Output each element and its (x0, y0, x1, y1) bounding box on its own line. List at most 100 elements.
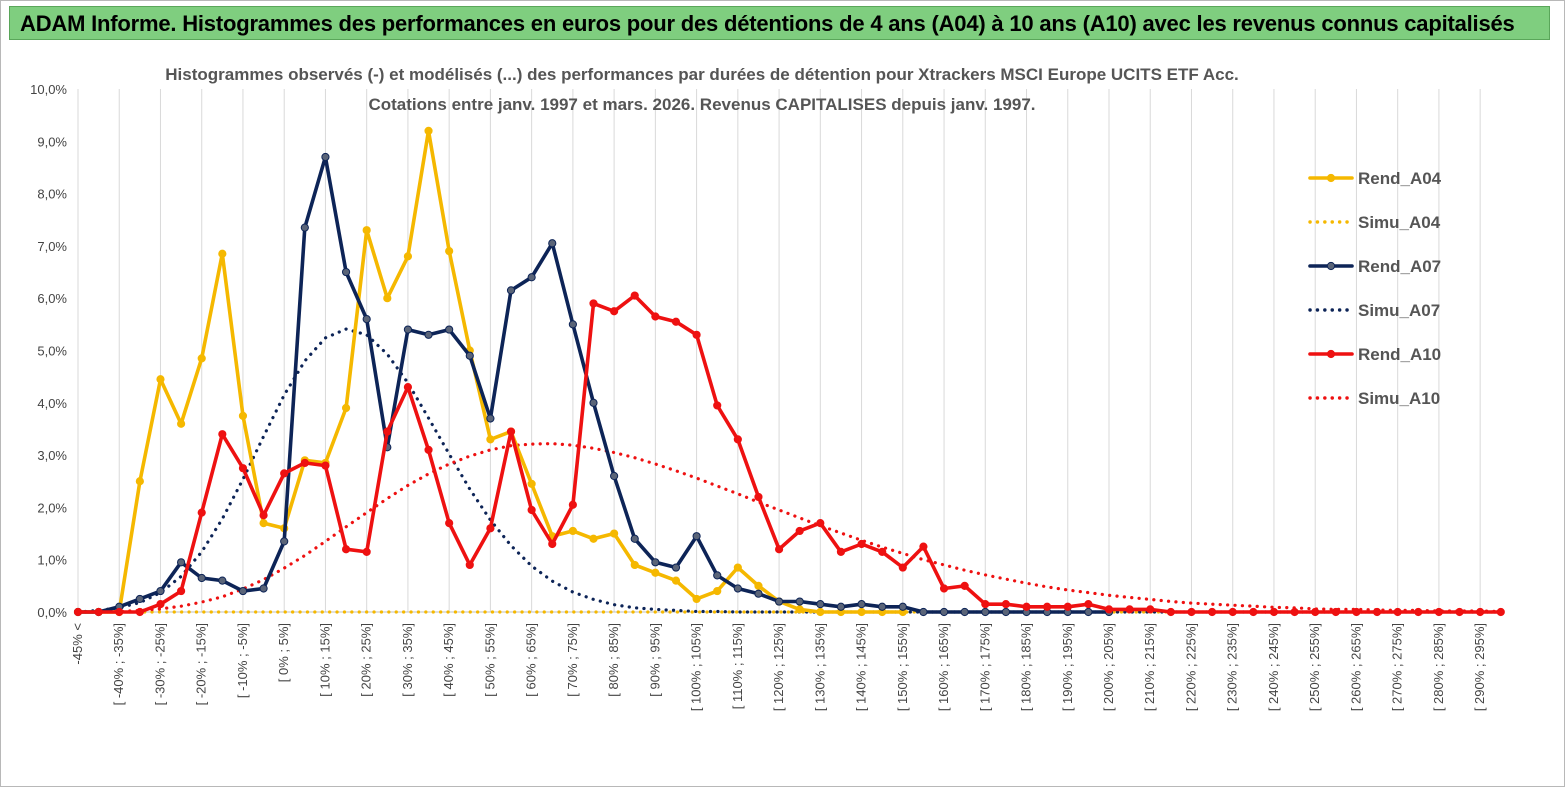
data-point (341, 403, 351, 413)
report-banner: ADAM Informe. Histogrammes des performan… (9, 6, 1550, 40)
x-tick-label: [ -30% ; -25%] (152, 623, 167, 705)
x-tick-label: [ 210% ; 215%] (1142, 623, 1157, 711)
legend-item: Simu_A07 (1308, 301, 1440, 320)
y-tick-label: 8,0% (37, 187, 67, 202)
data-point (795, 597, 804, 606)
data-point (1372, 607, 1382, 617)
data-point (197, 354, 206, 363)
data-point (1311, 607, 1320, 617)
y-tick-label: 10,0% (30, 82, 67, 97)
x-tick-label: [ 270% ; 275%] (1390, 623, 1405, 711)
data-point (321, 461, 330, 470)
data-point (486, 414, 495, 423)
data-point (177, 558, 186, 567)
legend-label: Rend_A10 (1358, 345, 1441, 364)
data-point (1146, 605, 1155, 614)
data-point (610, 471, 619, 481)
data-point (733, 584, 742, 593)
legend-marker (1326, 173, 1336, 183)
data-point (362, 226, 371, 235)
data-point (1208, 607, 1217, 617)
data-point (589, 398, 598, 407)
data-point (300, 223, 309, 232)
data-point (486, 435, 495, 444)
data-point (754, 589, 763, 598)
data-point (1331, 607, 1340, 617)
data-point (589, 534, 598, 543)
data-point (506, 286, 516, 295)
legend-marker (1326, 261, 1336, 271)
data-point (1001, 607, 1011, 617)
data-point (1290, 607, 1299, 617)
data-point (465, 351, 474, 360)
data-point (1166, 607, 1175, 617)
data-point (857, 600, 866, 609)
series-line (76, 442, 1503, 614)
data-point (795, 605, 804, 614)
data-point (156, 600, 165, 609)
x-tick-label: [ 200% ; 205%] (1101, 623, 1116, 711)
data-point (692, 594, 701, 604)
data-point (836, 602, 846, 611)
data-point (733, 435, 742, 444)
data-point (1001, 600, 1011, 609)
x-tick-label: [ -40% ; -35%] (111, 623, 126, 705)
y-tick-label: 5,0% (37, 344, 67, 359)
x-tick-label: -45% < (70, 623, 85, 665)
data-point (177, 419, 186, 428)
chart-title: Histogrammes observés (-) et modélisés (… (165, 65, 1239, 84)
data-point (1249, 607, 1258, 617)
data-point (445, 518, 454, 528)
data-point (981, 607, 990, 617)
data-point (424, 330, 433, 339)
x-tick-label: [ 40% ; 45%] (441, 623, 456, 697)
y-tick-label: 3,0% (37, 448, 67, 463)
data-point (878, 602, 887, 611)
data-point (651, 558, 660, 567)
data-point (486, 524, 495, 533)
data-point (197, 573, 206, 583)
data-point (218, 576, 227, 585)
y-axis-ticks: 0,0% 1,0% 2,0% 3,0% 4,0% 5,0% 6,0% 7,0% 8,0% 9,0%… (30, 82, 67, 620)
data-point (445, 247, 454, 256)
legend-item: Rend_A10 (1308, 345, 1441, 364)
data-point (259, 511, 268, 520)
legend-item: Rend_A07 (1308, 257, 1441, 276)
data-point (774, 597, 784, 606)
data-point (568, 320, 577, 329)
data-point (836, 547, 846, 556)
data-point (1476, 607, 1485, 617)
legend: Rend_A04 Simu_A04 Rend_A07 Simu_A07 Rend_A10… (1308, 169, 1442, 408)
legend-item: Simu_A04 (1308, 213, 1441, 232)
data-point (424, 126, 433, 135)
data-point (816, 607, 825, 617)
y-tick-label: 6,0% (37, 291, 67, 306)
data-point (73, 607, 83, 617)
x-tick-label: [ -10% ; -5%] (235, 623, 250, 698)
report-title: ADAM Informe. Histogrammes des performan… (20, 11, 1515, 36)
x-tick-label: [ 20% ; 25%] (359, 623, 374, 697)
data-point (568, 500, 577, 509)
legend-item: Rend_A04 (1308, 169, 1442, 188)
data-point (1228, 607, 1237, 617)
data-point (300, 458, 309, 468)
y-tick-label: 2,0% (37, 500, 67, 515)
data-point (960, 607, 969, 617)
data-point (1043, 602, 1052, 611)
data-point (445, 325, 454, 334)
data-point (939, 607, 949, 617)
data-point (754, 492, 763, 502)
x-tick-label: [ 280% ; 285%] (1431, 623, 1446, 711)
legend-label: Simu_A04 (1358, 213, 1441, 232)
legend-item: Simu_A10 (1308, 389, 1440, 408)
data-point (651, 312, 660, 321)
data-point (403, 325, 413, 334)
data-point (94, 607, 103, 617)
x-tick-label: [ 70% ; 75%] (565, 623, 580, 697)
data-point (383, 294, 392, 303)
data-point (259, 518, 268, 528)
chart-titles: Histogrammes observés (-) et modélisés (… (165, 65, 1239, 114)
data-point (403, 252, 413, 261)
x-tick-label: [ 80% ; 85%] (606, 623, 621, 697)
